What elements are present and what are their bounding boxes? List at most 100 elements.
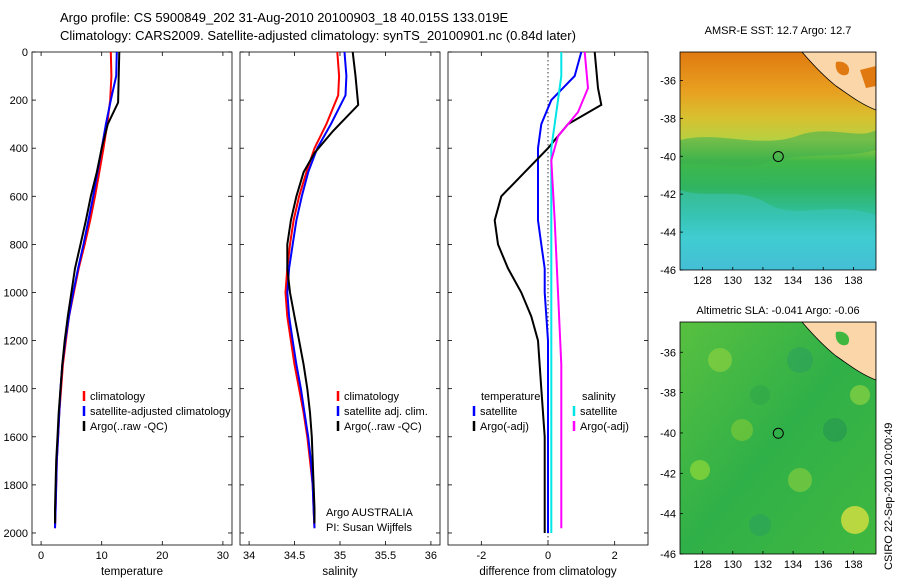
depth-tick-label: 0 bbox=[22, 47, 28, 59]
sst-lat-tick-label: -36 bbox=[660, 75, 676, 87]
sla-blob bbox=[823, 418, 847, 442]
sst-lon-tick-label: 132 bbox=[754, 275, 772, 287]
temperature-legend-label: satellite-adjusted climatology bbox=[90, 406, 231, 418]
diff-sal-legend-label: satellite bbox=[580, 406, 617, 418]
salinity-annotation: PI: Susan Wijffels bbox=[326, 522, 412, 534]
sst-lon-tick-label: 134 bbox=[784, 275, 802, 287]
depth-tick-label: 1600 bbox=[4, 432, 28, 444]
sla-blob bbox=[788, 468, 812, 492]
sla-blob bbox=[787, 347, 813, 373]
depth-tick-label: 800 bbox=[10, 239, 28, 251]
difference-series-line bbox=[493, 51, 603, 533]
salinity-legend-label: Argo(..raw -QC) bbox=[344, 421, 422, 433]
depth-tick-label: 1000 bbox=[4, 287, 28, 299]
depth-tick-label: 1200 bbox=[4, 336, 28, 348]
sst-map-land bbox=[801, 52, 876, 111]
difference-series-line bbox=[550, 52, 563, 533]
sla-blob bbox=[841, 506, 869, 534]
sla-map: Altimetric SLA: -0.041 Argo: -0.06 128 13… bbox=[660, 305, 877, 571]
temperature-xtick-label: 10 bbox=[96, 550, 108, 562]
depth-tick-label: 1800 bbox=[4, 480, 28, 492]
sla-argo-marker bbox=[772, 427, 784, 439]
sla-map-land bbox=[801, 322, 876, 381]
salinity-legend-label: satellite adj. clim. bbox=[344, 406, 428, 418]
sla-lat-tick-label: -44 bbox=[660, 509, 676, 521]
sla-lat-tick-label: -38 bbox=[660, 388, 676, 400]
sst-map-ticks: 128 130 132 134 136 138 -36 -38 -40 -42 -44 -46 bbox=[660, 75, 862, 287]
sla-lon-tick-label: 134 bbox=[784, 559, 802, 571]
depth-tick-label: 600 bbox=[10, 191, 28, 203]
difference-series-line bbox=[537, 51, 583, 533]
salinity-xlabel: salinity bbox=[322, 566, 357, 578]
sst-map-title: AMSR-E SST: 12.7 Argo: 12.7 bbox=[705, 25, 852, 37]
diff-temp-legend-label: Argo(-adj) bbox=[480, 421, 529, 433]
salinity-series-line bbox=[286, 51, 348, 529]
salinity-xtick-label: 35.5 bbox=[375, 550, 396, 562]
difference-xtick-label: 0 bbox=[545, 550, 551, 562]
salinity-series-line bbox=[286, 51, 360, 524]
temperature-series-line bbox=[54, 51, 121, 524]
salinity-legend-label: climatology bbox=[344, 391, 400, 403]
salinity-xtick-label: 34.5 bbox=[284, 550, 305, 562]
sst-lon-tick-label: 130 bbox=[724, 275, 742, 287]
sst-map-gulf bbox=[860, 66, 876, 88]
diff-temp-legend-label: satellite bbox=[480, 406, 517, 418]
difference-xlabel: difference from climatology bbox=[479, 566, 616, 578]
header-line-1: Argo profile: CS 5900849_202 31-Aug-2010… bbox=[60, 10, 508, 25]
sst-map-cool-water bbox=[680, 190, 876, 270]
sla-blob bbox=[850, 385, 870, 405]
diff-sal-legend-label: salinity bbox=[582, 391, 616, 403]
difference-series-line bbox=[550, 51, 590, 529]
sla-lat-tick-label: -36 bbox=[660, 347, 676, 359]
sla-map-bay bbox=[835, 331, 850, 346]
sla-lon-tick-label: 138 bbox=[844, 559, 862, 571]
sst-argo-marker bbox=[772, 151, 784, 163]
depth-tick-label: 400 bbox=[10, 143, 28, 155]
sla-map-frame bbox=[679, 321, 877, 555]
sla-blob bbox=[731, 419, 753, 441]
sla-blob bbox=[708, 348, 732, 372]
sst-lat-tick-label: -46 bbox=[660, 265, 676, 277]
sst-map-bay bbox=[835, 61, 850, 76]
salinity-annotation: Argo AUSTRALIA bbox=[326, 507, 413, 519]
sla-blob bbox=[750, 385, 770, 405]
sla-lon-tick-label: 132 bbox=[754, 559, 772, 571]
salinity-xtick-label: 34 bbox=[243, 550, 255, 562]
temperature-xlabel: temperature bbox=[101, 566, 163, 578]
depth-tick-label: 200 bbox=[10, 95, 28, 107]
sla-blob bbox=[749, 514, 771, 536]
temperature-xtick-label: 20 bbox=[156, 550, 168, 562]
sst-lat-tick-label: -42 bbox=[660, 189, 676, 201]
salinity-xtick-label: 35 bbox=[334, 550, 346, 562]
sla-lon-tick-label: 128 bbox=[693, 559, 711, 571]
sst-lat-tick-label: -38 bbox=[660, 113, 676, 125]
sst-lon-tick-label: 128 bbox=[693, 275, 711, 287]
difference-xtick-label: -2 bbox=[476, 550, 486, 562]
depth-tick-label: 2000 bbox=[4, 528, 28, 540]
temperature-panel: 0 10 20 30 temperature 0 200 400 600 800 1000 1200 1… bbox=[4, 47, 233, 578]
sst-lon-tick-label: 138 bbox=[844, 275, 862, 287]
sst-lat-tick-label: -40 bbox=[660, 151, 676, 163]
sla-lon-tick-label: 130 bbox=[724, 559, 742, 571]
header-line-2: Climatology: CARS2009. Satellite-adjuste… bbox=[60, 28, 576, 43]
temperature-plot-frame bbox=[31, 51, 233, 546]
sla-lon-tick-label: 136 bbox=[814, 559, 832, 571]
timestamp-stamp: CSIRO 22-Sep-2010 20:00:49 bbox=[883, 423, 895, 570]
sla-lat-tick-label: -42 bbox=[660, 468, 676, 480]
sst-map: AMSR-E SST: 12.7 Argo: 12.7 128 130 132 134… bbox=[660, 25, 877, 287]
temperature-legend-label: Argo(..raw -QC) bbox=[90, 421, 168, 433]
salinity-plot-frame bbox=[239, 51, 441, 546]
temperature-xtick-label: 0 bbox=[38, 550, 44, 562]
depth-tick-label: 1400 bbox=[4, 384, 28, 396]
temperature-legend-label: climatology bbox=[90, 391, 146, 403]
sst-map-frame bbox=[679, 51, 877, 271]
sla-blob bbox=[690, 460, 710, 480]
temperature-xtick-label: 30 bbox=[217, 550, 229, 562]
sst-lon-tick-label: 136 bbox=[814, 275, 832, 287]
sla-map-title: Altimetric SLA: -0.041 Argo: -0.06 bbox=[696, 305, 859, 317]
difference-xtick-label: 2 bbox=[612, 550, 618, 562]
salinity-xtick-label: 36 bbox=[425, 550, 437, 562]
salinity-panel: 34 34.5 35 35.5 36 salinity climatology satelli… bbox=[239, 51, 441, 578]
diff-temp-legend-label: temperature bbox=[481, 391, 540, 403]
